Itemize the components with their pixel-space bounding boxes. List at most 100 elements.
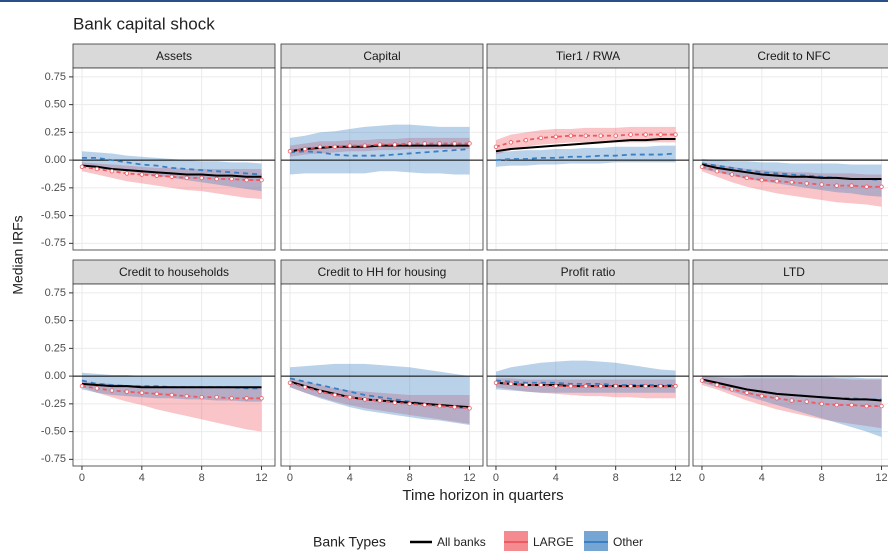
confidence-band — [495, 145, 676, 167]
plot-area — [487, 68, 689, 250]
strip — [486, 259, 690, 285]
x-tick-label: 0 — [79, 472, 85, 484]
series-line — [289, 377, 470, 410]
series-line — [701, 162, 882, 181]
strip — [692, 259, 888, 285]
y-tick-label: 0.00 — [45, 154, 66, 166]
x-tick-label: 12 — [255, 472, 267, 484]
point — [184, 175, 189, 181]
point — [729, 172, 735, 177]
panel — [693, 284, 888, 466]
point — [94, 386, 100, 391]
x-tick-label: 4 — [553, 472, 559, 484]
x-tick-label: 4 — [139, 472, 145, 484]
x-tick-label: 12 — [875, 472, 887, 484]
x-tick-label: 0 — [493, 472, 499, 484]
point — [714, 382, 720, 388]
point — [377, 398, 382, 403]
point — [774, 396, 779, 401]
panel-border — [72, 283, 276, 467]
confidence-band — [289, 363, 470, 425]
panel-title: Credit to NFC — [757, 49, 831, 63]
point — [819, 182, 824, 187]
point — [392, 400, 397, 405]
y-tick-label: -0.75 — [41, 237, 66, 249]
point — [598, 383, 603, 389]
point — [759, 177, 765, 183]
point — [109, 388, 115, 393]
point — [538, 135, 544, 141]
point — [467, 141, 472, 146]
point — [347, 394, 353, 400]
x-tick-label: 12 — [669, 472, 681, 484]
point — [523, 137, 529, 143]
point — [673, 383, 678, 389]
confidence-band — [701, 162, 882, 207]
point — [849, 183, 854, 188]
point — [362, 397, 367, 402]
point — [347, 143, 353, 148]
plot-area — [281, 68, 483, 250]
point — [169, 392, 174, 398]
series-line — [495, 138, 676, 153]
legend-label: Other — [613, 535, 643, 549]
point — [789, 180, 794, 185]
panel-border — [692, 67, 888, 251]
panel — [693, 68, 888, 250]
y-tick-label: -0.25 — [41, 182, 66, 194]
point — [568, 133, 573, 138]
panel — [281, 284, 483, 466]
point — [849, 402, 854, 408]
point — [613, 383, 618, 389]
y-tick-label: 0.25 — [45, 126, 66, 138]
point — [437, 141, 442, 146]
panel-border — [72, 67, 276, 251]
panel-title: Profit ratio — [561, 265, 616, 279]
point — [302, 385, 308, 390]
plot-area — [73, 284, 275, 466]
point — [699, 378, 705, 383]
x-tick-label: 0 — [699, 472, 705, 484]
legend-label: LARGE — [533, 535, 574, 549]
point — [658, 132, 663, 137]
point — [744, 390, 750, 395]
confidence-band — [81, 381, 262, 432]
panel-border — [692, 283, 888, 467]
plot-area — [281, 284, 483, 466]
plot-area — [693, 68, 888, 250]
point — [139, 390, 145, 395]
x-tick-label: 8 — [199, 472, 205, 484]
point — [259, 177, 264, 183]
point — [508, 140, 514, 145]
panel — [487, 68, 689, 250]
point — [729, 387, 735, 392]
point — [583, 133, 588, 138]
series-line — [701, 163, 882, 180]
point — [154, 173, 159, 178]
point — [214, 394, 219, 400]
point — [302, 146, 308, 152]
point — [714, 169, 720, 174]
point — [759, 393, 765, 399]
y-tick-label: 0.75 — [45, 71, 66, 83]
point — [879, 184, 884, 189]
point — [583, 383, 588, 389]
series-line — [701, 378, 882, 402]
point — [774, 178, 779, 184]
panel-border — [486, 67, 690, 251]
point — [553, 134, 559, 140]
point — [139, 172, 145, 177]
point — [643, 383, 648, 389]
point — [94, 166, 100, 172]
point — [422, 402, 427, 408]
panel-border — [280, 67, 484, 251]
confidence-band — [81, 151, 262, 192]
point — [598, 133, 603, 138]
x-tick-label: 0 — [287, 472, 293, 484]
point — [214, 176, 219, 182]
legend-title: Bank Types — [313, 534, 386, 550]
panel-title: Tier1 / RWA — [556, 49, 620, 63]
panel-border — [280, 283, 484, 467]
series-line — [289, 148, 470, 157]
legend-label: All banks — [437, 535, 486, 549]
